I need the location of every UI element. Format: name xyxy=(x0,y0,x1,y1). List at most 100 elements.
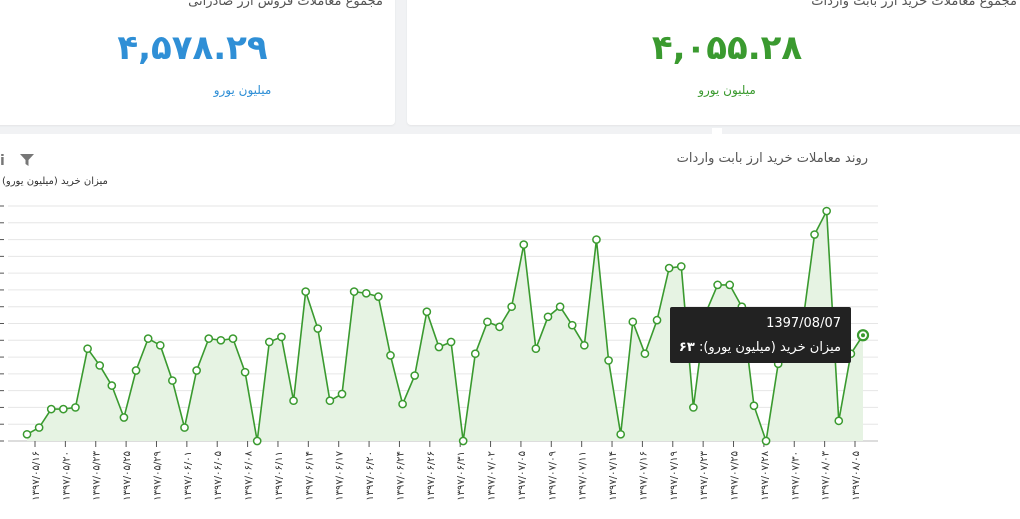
data-point[interactable] xyxy=(519,240,529,249)
x-tick-label: ۱۳۹۷/۰۶/۰۵ xyxy=(213,451,224,501)
x-tick-label: ۱۳۹۷/۰۶/۱۴ xyxy=(304,451,315,501)
tooltip-date: 1397/08/07 xyxy=(766,316,841,331)
x-tick-label: ۱۳۹۷/۰۷/۰۹ xyxy=(547,451,558,501)
data-point[interactable] xyxy=(579,340,589,350)
data-point[interactable] xyxy=(749,401,759,411)
data-point[interactable] xyxy=(628,317,638,327)
data-point[interactable] xyxy=(216,335,226,345)
area-fill xyxy=(27,211,863,441)
data-point[interactable] xyxy=(192,366,201,375)
data-point[interactable] xyxy=(168,376,177,385)
x-tick-label: ۱۳۹۷/۰۶/۱۱ xyxy=(274,451,285,501)
data-point[interactable] xyxy=(543,312,553,322)
data-point[interactable] xyxy=(592,235,601,244)
data-point[interactable] xyxy=(422,307,432,317)
sales-total-card: مجموع معاملات فروش ارز صادراتی ۴,۵۷۸.۲۹ … xyxy=(0,0,395,125)
data-point[interactable] xyxy=(483,317,492,327)
chart-tooltip: 1397/08/07 میزان خرید (میلیون یورو): ۶۳ xyxy=(670,307,851,363)
data-point[interactable] xyxy=(240,367,250,377)
data-point[interactable] xyxy=(83,344,92,354)
data-point[interactable] xyxy=(119,413,129,422)
data-point[interactable] xyxy=(640,349,650,359)
data-point[interactable] xyxy=(228,334,238,343)
data-point[interactable] xyxy=(676,262,686,271)
data-point[interactable] xyxy=(652,315,662,325)
x-tick-label: ۱۳۹۷/۰۶/۱۷ xyxy=(335,450,346,500)
data-point[interactable] xyxy=(495,322,504,332)
data-point[interactable] xyxy=(664,263,674,273)
data-point[interactable] xyxy=(34,423,44,432)
data-point-highlight-dot xyxy=(861,333,865,338)
x-tick-label: ۱۳۹۷/۰۷/۱۶ xyxy=(638,451,649,501)
x-tick-label: ۱۳۹۷/۰۶/۰۱ xyxy=(183,451,194,501)
data-point[interactable] xyxy=(531,344,541,354)
data-point[interactable] xyxy=(264,337,274,347)
data-point[interactable] xyxy=(22,429,32,439)
sales-total-title: مجموع معاملات فروش ارز صادراتی xyxy=(188,0,383,9)
data-point[interactable] xyxy=(725,280,735,290)
data-point[interactable] xyxy=(822,206,832,216)
data-point[interactable] xyxy=(337,389,347,399)
data-point[interactable] xyxy=(470,349,480,359)
data-point[interactable] xyxy=(374,292,383,301)
data-point[interactable] xyxy=(71,403,80,412)
data-point[interactable] xyxy=(834,416,844,426)
data-point[interactable] xyxy=(155,340,165,350)
data-point[interactable] xyxy=(386,351,395,360)
tooltip-series-label: میزان خرید (میلیون یورو): xyxy=(698,340,841,355)
x-tick-label: ۱۳۹۷/۰۵/۲۹ xyxy=(152,451,163,501)
purchase-total-card: مجموع معاملات خرید ارز بابت واردات ۴,۰۵۵… xyxy=(407,0,1020,125)
data-point[interactable] xyxy=(204,334,214,343)
x-tick-label: ۱۳۹۷/۰۶/۲۰ xyxy=(365,451,376,501)
chart-title: روند معاملات خرید ارز بابت واردات xyxy=(676,151,868,166)
data-point[interactable] xyxy=(59,404,68,414)
x-tick-label: ۱۳۹۷/۰۵/۲۳ xyxy=(92,450,103,500)
data-point[interactable] xyxy=(107,381,117,390)
data-point[interactable] xyxy=(507,302,516,312)
data-point[interactable] xyxy=(277,332,286,342)
area-shape xyxy=(27,211,863,441)
x-tick-label: ۱۳۹۷/۰۵/۲۰ xyxy=(61,451,72,501)
data-point[interactable] xyxy=(95,361,105,370)
info-icon[interactable]: i xyxy=(0,153,5,169)
purchase-total-unit: میلیون یورو xyxy=(698,83,756,97)
data-point[interactable] xyxy=(604,356,613,365)
data-point[interactable] xyxy=(301,287,311,296)
data-point[interactable] xyxy=(46,404,56,414)
data-point[interactable] xyxy=(689,403,698,412)
data-point[interactable] xyxy=(289,396,298,406)
data-point[interactable] xyxy=(761,436,771,446)
data-point[interactable] xyxy=(567,320,577,330)
x-tick-label: ۱۳۹۷/۰۸/۰۳ xyxy=(821,450,832,500)
x-tick-label: ۱۳۹۷/۰۷/۲۵ xyxy=(730,451,741,501)
data-point[interactable] xyxy=(616,429,626,439)
data-point[interactable] xyxy=(458,436,468,446)
data-point[interactable] xyxy=(313,324,323,333)
data-point[interactable] xyxy=(410,371,420,380)
data-point[interactable] xyxy=(131,366,141,375)
filter-icon[interactable] xyxy=(20,154,34,166)
x-tick-label: ۱۳۹۷/۰۷/۰۲ xyxy=(487,451,498,501)
series-line xyxy=(26,208,864,442)
data-point[interactable] xyxy=(252,436,262,446)
data-point[interactable] xyxy=(398,399,407,409)
data-point[interactable] xyxy=(143,334,153,343)
data-point[interactable] xyxy=(349,287,359,296)
x-tick-label: ۱۳۹۷/۰۵/۱۶ xyxy=(31,451,42,501)
data-point[interactable] xyxy=(434,342,444,352)
data-point[interactable] xyxy=(713,280,722,290)
x-tick-label: ۱۳۹۷/۰۷/۱۹ xyxy=(669,451,680,501)
purchase-total-value: ۴,۰۵۵.۲۸ xyxy=(651,28,803,68)
data-point[interactable] xyxy=(810,230,819,239)
data-point[interactable] xyxy=(555,302,565,312)
x-tick-label: ۱۳۹۷/۰۷/۱۴ xyxy=(608,451,619,501)
x-tick-label: ۱۳۹۷/۰۶/۲۶ xyxy=(426,451,437,501)
tooltip-series: میزان خرید (میلیون یورو): ۶۳ xyxy=(679,340,841,355)
data-point[interactable] xyxy=(446,337,456,347)
data-point[interactable] xyxy=(180,423,189,432)
data-point[interactable] xyxy=(325,396,335,406)
data-point[interactable] xyxy=(361,288,371,298)
purchase-total-title: مجموع معاملات خرید ارز بابت واردات xyxy=(811,0,1017,9)
